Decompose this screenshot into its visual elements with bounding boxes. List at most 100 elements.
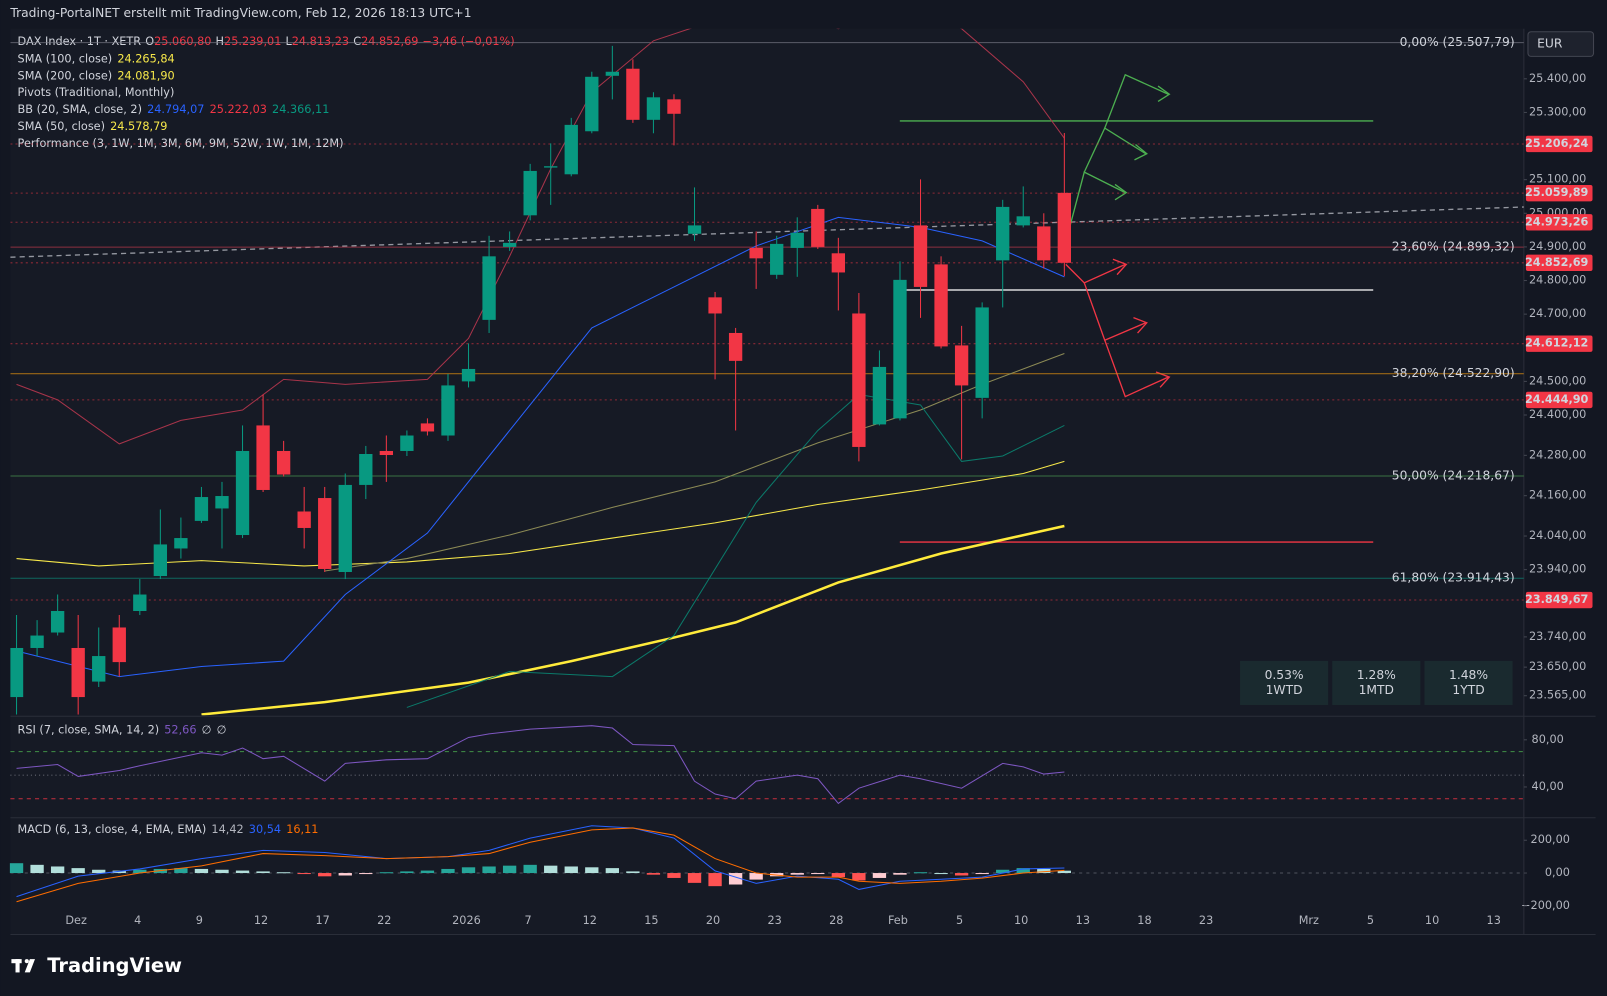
- fib-label: 0,00% (25.507,79): [1400, 35, 1515, 49]
- x-tick-label: 5: [956, 914, 963, 927]
- candle-body: [749, 247, 763, 259]
- x-tick-label: Dez: [65, 914, 87, 927]
- macd-histogram-bar: [544, 865, 558, 874]
- candle-body: [276, 450, 291, 475]
- rsi-line: [16, 725, 1065, 805]
- candle-body: [400, 435, 414, 451]
- macd-histogram-bar: [708, 873, 722, 887]
- candle-body: [605, 71, 620, 76]
- y-tick-label: 25.400,00: [1529, 72, 1586, 85]
- macd-histogram-bar: [50, 866, 65, 874]
- x-tick-label: 4: [134, 914, 141, 927]
- candle-body: [359, 454, 373, 485]
- x-tick-label: 2026: [452, 914, 481, 927]
- macd-histogram-bar: [626, 871, 640, 874]
- x-tick-label: 18: [1137, 914, 1151, 927]
- candle-body: [544, 166, 558, 168]
- arrow-head: [1114, 183, 1128, 201]
- x-tick-label: 15: [644, 914, 658, 927]
- macd-histogram-bar: [913, 872, 928, 874]
- candle-body: [728, 332, 743, 361]
- candle-body: [872, 366, 887, 425]
- macd-histogram-bar: [420, 870, 435, 874]
- x-tick-label: 9: [196, 914, 203, 927]
- y-tick-label: 23.740,00: [1529, 630, 1586, 643]
- macd-readout: 16,11: [286, 823, 318, 836]
- candle-body: [646, 97, 661, 120]
- candle-body: [30, 635, 44, 648]
- currency-button[interactable]: [1527, 31, 1595, 57]
- candle-body: [790, 232, 804, 248]
- indicator-value: 24.794,07: [147, 103, 204, 116]
- arrow-head: [1134, 143, 1148, 161]
- macd-histogram-bar: [30, 864, 44, 874]
- x-tick-label: Feb: [888, 914, 908, 927]
- y-tick-label: 24.900,00: [1529, 240, 1586, 253]
- candle-body: [708, 297, 722, 314]
- candle-body: [852, 313, 866, 447]
- y-tick-label: 24.400,00: [1529, 408, 1586, 421]
- price-label: 24.852,69: [1525, 256, 1589, 269]
- indicator-legend: SMA (200, close) 24.081,90: [18, 69, 175, 82]
- indicator-value: 24.578,79: [110, 120, 167, 133]
- currency[interactable]: EUR: [1537, 37, 1563, 51]
- candle-body: [831, 253, 845, 273]
- candle-body: [256, 425, 270, 490]
- x-tick-label: 22: [377, 914, 391, 927]
- x-tick-label: 17: [315, 914, 329, 927]
- ohlc-key: O: [145, 35, 154, 48]
- x-tick-label: 12: [254, 914, 268, 927]
- logo-mark: [24, 959, 35, 973]
- indicator-value: 25.222,03: [210, 103, 267, 116]
- macd-title: MACD (6, 13, close, 4, EMA, EMA): [18, 823, 207, 836]
- indicator-legend: SMA (50, close) 24.578,79: [18, 120, 168, 133]
- header-title: Trading-PortalNET erstellt mit TradingVi…: [9, 6, 471, 20]
- performance-label: 1MTD: [1359, 683, 1394, 697]
- arrow-head: [1133, 317, 1148, 334]
- ohlc-key: L: [285, 35, 292, 48]
- y-tick-label: 23.940,00: [1529, 563, 1586, 576]
- macd-histogram-bar: [811, 873, 825, 875]
- candle-body: [975, 307, 989, 398]
- x-tick-label: Mrz: [1299, 914, 1319, 927]
- candle-body: [235, 450, 250, 536]
- macd-histogram-bar: [338, 873, 352, 876]
- macd-histogram-bar: [893, 873, 907, 875]
- x-tick-label: 12: [583, 914, 597, 927]
- price-label-box: [1525, 214, 1593, 231]
- macd-histogram-bar: [728, 873, 743, 885]
- candle-body: [1016, 216, 1030, 226]
- performance-value: 0.53%: [1265, 668, 1304, 682]
- macd-histogram-bar: [194, 868, 209, 874]
- y-tick-label: 24.040,00: [1529, 529, 1586, 542]
- macd-histogram-bar: [256, 871, 270, 874]
- x-tick-label: 10: [1425, 914, 1439, 927]
- macd-histogram-bar: [523, 864, 537, 874]
- price-label: 24.444,90: [1525, 393, 1589, 406]
- candle-body: [92, 656, 106, 682]
- indicator-line: [16, 216, 1065, 678]
- candle-body: [934, 264, 948, 347]
- x-tick-label: 13: [1487, 914, 1501, 927]
- candle-body: [482, 256, 496, 320]
- candle-body: [687, 225, 702, 234]
- indicator-legend: SMA (100, close) 24.265,84: [18, 52, 175, 65]
- macd-histogram-bar: [1037, 868, 1051, 874]
- macd-histogram-bar: [749, 873, 763, 880]
- trend-line: [10, 206, 1524, 258]
- candle-body: [564, 124, 578, 175]
- change: −3,46 (−0,01%): [423, 35, 515, 48]
- indicator-line: [16, 460, 1065, 567]
- performance-value: 1.28%: [1357, 668, 1396, 682]
- y-tick-label: 0,00: [1545, 866, 1570, 879]
- x-tick-label: 5: [1367, 914, 1374, 927]
- x-tick-label: 23: [1199, 914, 1213, 927]
- candle-body: [1037, 226, 1051, 261]
- macd-histogram-bar: [502, 865, 517, 874]
- macd-histogram-bar: [318, 873, 332, 877]
- rsi-legend: RSI (7, close, SMA, 14, 2) 52,66 ∅ ∅: [18, 724, 227, 737]
- macd-histogram-bar: [1057, 870, 1071, 874]
- indicator-name: SMA (200, close): [18, 69, 113, 82]
- macd-legend: MACD (6, 13, close, 4, EMA, EMA) 14,42 30,…: [18, 823, 319, 836]
- candle-body: [420, 423, 435, 432]
